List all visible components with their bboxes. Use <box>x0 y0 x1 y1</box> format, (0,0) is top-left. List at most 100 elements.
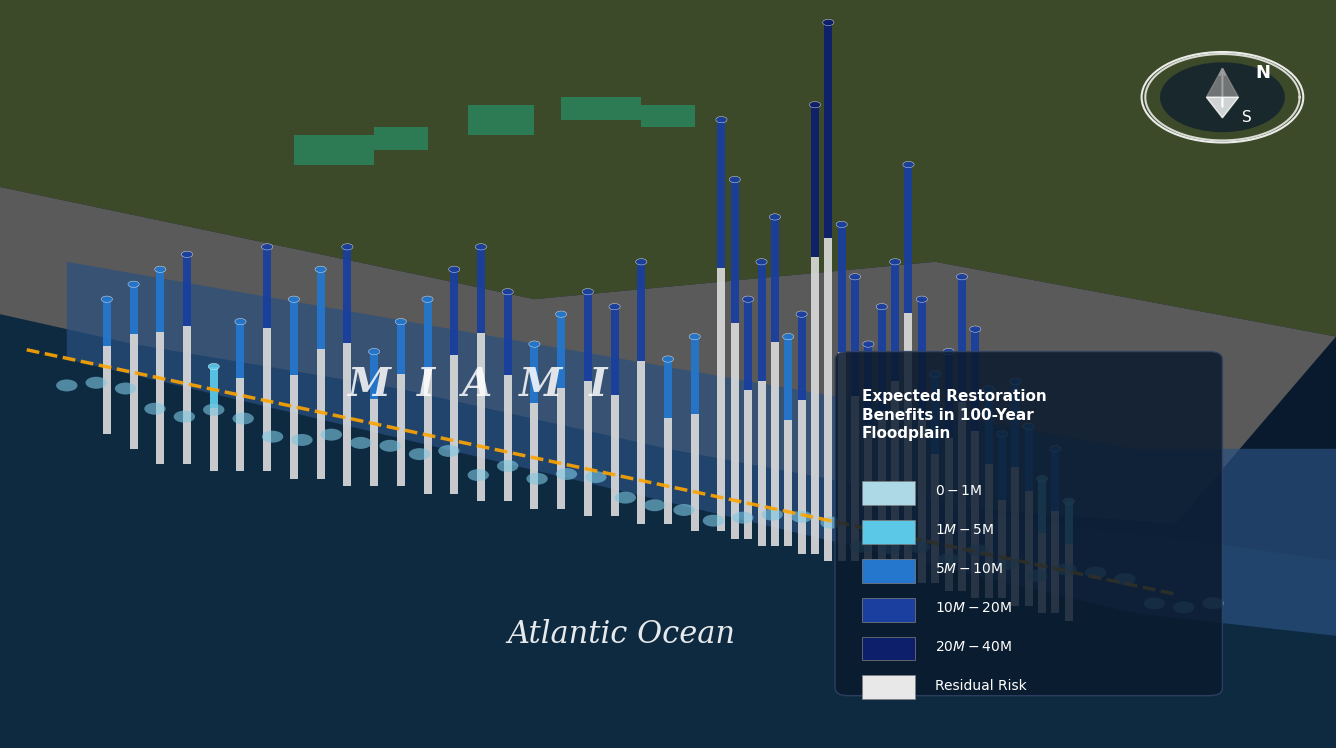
Bar <box>236 378 244 471</box>
Bar <box>744 299 752 390</box>
Circle shape <box>556 481 577 493</box>
Circle shape <box>1010 378 1021 384</box>
Bar <box>477 247 485 334</box>
Circle shape <box>497 458 518 470</box>
Bar <box>691 414 699 531</box>
Circle shape <box>663 356 673 362</box>
Text: S: S <box>1242 110 1252 126</box>
Circle shape <box>930 371 941 377</box>
Bar <box>891 381 899 576</box>
Bar <box>263 247 271 328</box>
Bar <box>343 247 351 343</box>
Bar <box>918 419 926 583</box>
Bar <box>1038 479 1046 533</box>
Bar <box>530 344 538 403</box>
Bar <box>1065 501 1073 545</box>
Bar <box>103 299 111 346</box>
Bar <box>717 120 725 268</box>
Text: Residual Risk: Residual Risk <box>935 679 1027 693</box>
Bar <box>370 399 378 486</box>
Circle shape <box>235 319 246 325</box>
Bar <box>758 262 766 381</box>
Bar <box>1038 533 1046 613</box>
Bar <box>904 313 912 576</box>
Bar <box>424 299 432 370</box>
Circle shape <box>997 560 1018 572</box>
Bar <box>584 292 592 381</box>
Bar <box>771 342 779 546</box>
Bar <box>210 367 218 408</box>
Bar <box>731 180 739 323</box>
Polygon shape <box>561 97 641 120</box>
Circle shape <box>1173 591 1194 603</box>
Circle shape <box>379 448 401 460</box>
Bar <box>1011 467 1019 606</box>
Circle shape <box>957 274 967 280</box>
Bar <box>557 388 565 509</box>
Bar <box>731 323 739 539</box>
Bar <box>1011 381 1019 467</box>
Bar <box>784 337 792 420</box>
Circle shape <box>943 349 954 355</box>
Circle shape <box>879 540 900 552</box>
Circle shape <box>438 462 460 473</box>
Bar <box>864 425 872 568</box>
Bar <box>664 418 672 524</box>
Bar <box>918 299 926 419</box>
Text: $20M - $40M: $20M - $40M <box>935 640 1013 654</box>
Circle shape <box>783 334 794 340</box>
Bar <box>838 224 846 352</box>
Circle shape <box>820 536 842 548</box>
Bar <box>424 370 432 494</box>
Bar <box>263 328 271 471</box>
Circle shape <box>863 341 874 347</box>
Bar <box>183 254 191 325</box>
Bar <box>945 352 953 438</box>
Circle shape <box>1037 476 1047 482</box>
Circle shape <box>673 503 695 515</box>
Circle shape <box>502 289 513 295</box>
Circle shape <box>983 386 994 392</box>
Bar <box>1051 449 1059 512</box>
Text: Atlantic Ocean: Atlantic Ocean <box>508 619 736 650</box>
Circle shape <box>529 341 540 347</box>
Circle shape <box>716 117 727 123</box>
Circle shape <box>823 19 834 25</box>
Circle shape <box>703 493 724 505</box>
Bar <box>691 337 699 414</box>
Circle shape <box>689 334 700 340</box>
Circle shape <box>1050 446 1061 452</box>
Circle shape <box>468 449 489 461</box>
Bar <box>811 105 819 257</box>
Circle shape <box>609 304 620 310</box>
Circle shape <box>967 563 989 575</box>
Polygon shape <box>67 262 1336 636</box>
Circle shape <box>409 443 430 455</box>
Bar <box>530 403 538 509</box>
Circle shape <box>526 472 548 484</box>
Bar <box>477 334 485 501</box>
Bar <box>397 374 405 486</box>
Circle shape <box>208 364 219 370</box>
Bar <box>637 361 645 524</box>
Circle shape <box>876 304 887 310</box>
Circle shape <box>155 266 166 272</box>
Circle shape <box>970 326 981 332</box>
Circle shape <box>729 177 740 183</box>
Bar <box>798 400 806 554</box>
Circle shape <box>762 507 783 519</box>
Bar <box>971 329 979 432</box>
Circle shape <box>916 296 927 302</box>
Circle shape <box>997 431 1007 437</box>
FancyBboxPatch shape <box>862 520 915 544</box>
Polygon shape <box>80 344 1176 613</box>
Circle shape <box>1202 606 1224 618</box>
Circle shape <box>342 244 353 250</box>
Bar <box>210 408 218 471</box>
Bar <box>1025 491 1033 606</box>
Bar <box>236 322 244 378</box>
Polygon shape <box>0 187 1336 524</box>
Bar <box>878 411 886 568</box>
Polygon shape <box>1206 69 1238 97</box>
Bar <box>811 257 819 554</box>
